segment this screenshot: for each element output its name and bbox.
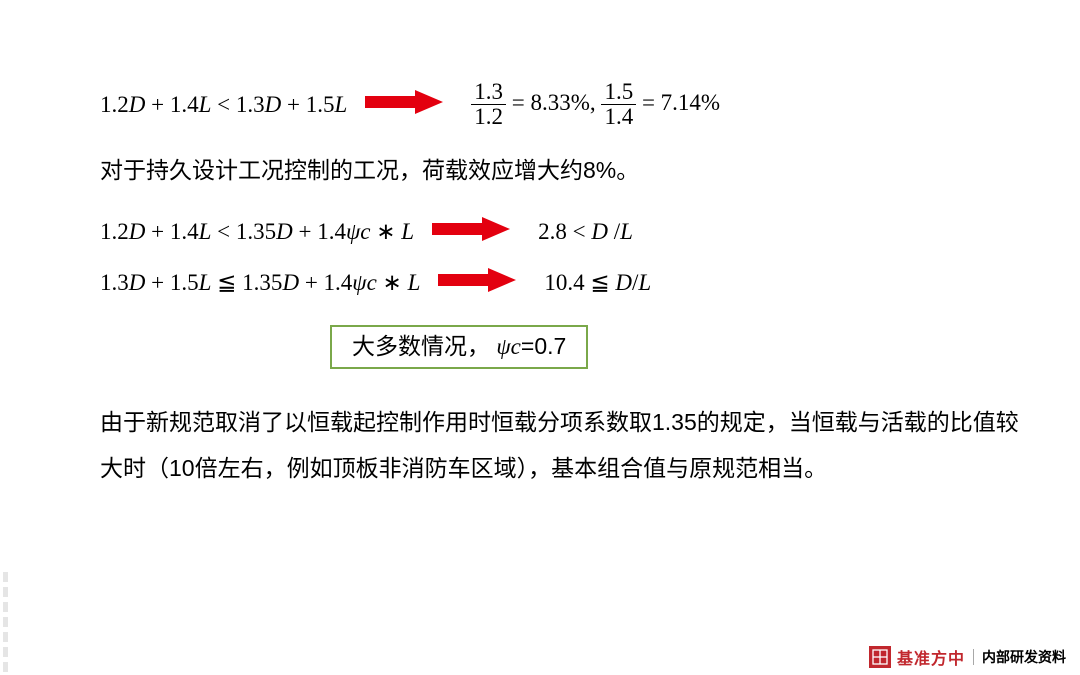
eq3-lhs: 1.3D + 1.5L ≦ 1.35D + 1.4ψc ∗ L bbox=[100, 270, 420, 296]
frac1-num: 1.3 bbox=[471, 80, 506, 104]
logo-text: 基准方中 bbox=[897, 645, 965, 669]
frac2-den: 1.4 bbox=[601, 104, 636, 129]
left-vignette bbox=[3, 572, 11, 672]
arrow-icon bbox=[438, 266, 516, 299]
conclusion-paragraph: 由于新规范取消了以恒载起控制作用时恒载分项系数取1.35的规定，当恒载与活载的比… bbox=[100, 399, 1020, 491]
logo-icon bbox=[869, 646, 891, 668]
logo: 基准方中 bbox=[869, 645, 965, 669]
footer: 基准方中 内部研发资料 bbox=[869, 639, 1080, 675]
equation-row-2: 1.2D + 1.4L < 1.35D + 1.4ψc ∗ L 2.8 < D … bbox=[100, 215, 1020, 248]
eq3-rhs: 10.4 ≦ D/L bbox=[544, 270, 651, 296]
eq1-rhs: 1.31.2 = 8.33%, 1.51.4 = 7.14% bbox=[471, 80, 720, 129]
frac2-num: 1.5 bbox=[601, 80, 636, 104]
explanation-1: 对于持久设计工况控制的工况，荷载效应增大约8%。 bbox=[100, 147, 1020, 193]
equation-row-3: 1.3D + 1.5L ≦ 1.35D + 1.4ψc ∗ L 10.4 ≦ D… bbox=[100, 266, 1020, 299]
arrow-icon bbox=[365, 88, 443, 121]
box-text: 大多数情况， ψc=0.7 bbox=[352, 333, 566, 359]
eq1-end: = 7.14% bbox=[642, 90, 720, 115]
equation-row-1: 1.2D + 1.4L < 1.3D + 1.5L 1.31.2 = 8.33%… bbox=[100, 80, 1020, 129]
eq1-mid: = 8.33%, bbox=[512, 90, 602, 115]
footer-note: 内部研发资料 bbox=[982, 647, 1066, 667]
eq2-rhs: 2.8 < D /L bbox=[538, 219, 633, 245]
eq1-lhs: 1.2D + 1.4L < 1.3D + 1.5L bbox=[100, 92, 347, 118]
frac1-den: 1.2 bbox=[471, 104, 506, 129]
highlight-box: 大多数情况， ψc=0.7 bbox=[330, 325, 588, 369]
footer-divider bbox=[973, 649, 974, 665]
eq2-lhs: 1.2D + 1.4L < 1.35D + 1.4ψc ∗ L bbox=[100, 219, 414, 245]
arrow-icon bbox=[432, 215, 510, 248]
